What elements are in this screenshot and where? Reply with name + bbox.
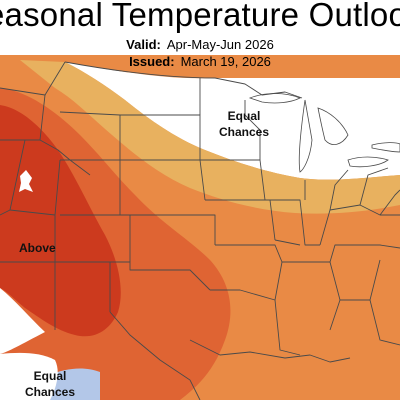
- region-equal-chances-north: [65, 62, 400, 180]
- region-ocean-southwest: [0, 288, 45, 354]
- issued-line: Issued: March 19, 2026: [0, 54, 400, 69]
- equal-chances-label-north: Equal Chances: [219, 108, 269, 140]
- equal-chances-label-south-line1: Equal: [33, 369, 67, 383]
- valid-line: Valid: Apr-May-Jun 2026: [0, 37, 400, 52]
- valid-label: Valid:: [126, 37, 161, 52]
- region-above-60-70: [0, 105, 121, 337]
- issued-value: March 19, 2026: [180, 54, 271, 69]
- equal-chances-label-south: Equal Chances: [25, 368, 75, 400]
- equal-chances-label-north-line1: Equal: [227, 109, 261, 123]
- region-below: [50, 368, 100, 400]
- region-above-33-40: [20, 60, 400, 214]
- state-borders: [0, 61, 400, 363]
- valid-value: Apr-May-Jun 2026: [166, 37, 274, 52]
- texas-coast: [109, 311, 201, 400]
- map-title: easonal Temperature Outloo: [0, 0, 400, 33]
- region-equal-chances-south: [0, 352, 58, 400]
- equal-chances-label-south-line2: Chances: [25, 385, 76, 399]
- great-salt-lake: [19, 170, 33, 192]
- above-label: Above: [19, 241, 56, 255]
- equal-chances-label-north-line2: Chances: [219, 125, 270, 139]
- issued-label: Issued:: [129, 54, 175, 69]
